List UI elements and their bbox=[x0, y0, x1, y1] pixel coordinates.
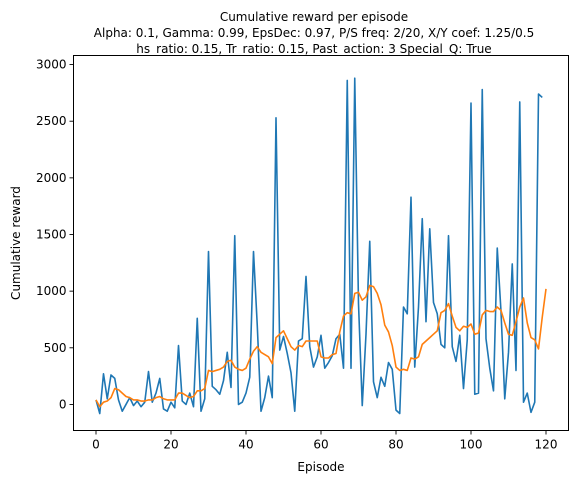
y-tick-label: 1500 bbox=[36, 228, 67, 242]
y-tick-label: 500 bbox=[44, 341, 67, 355]
y-tick-label: 3000 bbox=[36, 58, 67, 72]
series-layer bbox=[95, 77, 547, 415]
x-tick-label: 100 bbox=[460, 438, 483, 452]
chart-title-line2: Alpha: 0.1, Gamma: 0.99, EpsDec: 0.97, P… bbox=[94, 26, 534, 40]
y-tick-label: 1000 bbox=[36, 284, 67, 298]
x-tick-label: 120 bbox=[535, 438, 558, 452]
y-tick-label: 2000 bbox=[36, 171, 67, 185]
chart-title-line3: hs_ratio: 0.15, Tr_ratio: 0.15, Past_act… bbox=[136, 42, 491, 56]
x-tick-label: 80 bbox=[388, 438, 403, 452]
x-tick-label: 0 bbox=[92, 438, 100, 452]
y-tick-label: 0 bbox=[59, 397, 67, 411]
x-tick-label: 60 bbox=[313, 438, 328, 452]
y-tick-label: 2500 bbox=[36, 114, 67, 128]
plot-frame bbox=[73, 55, 569, 431]
axes-layer: 0 20 40 60 80 100 120 0 500 1000 1500 2000 2500 3000 bbox=[36, 58, 558, 452]
x-tick-label: 40 bbox=[238, 438, 253, 452]
chart-title-line1: Cumulative reward per episode bbox=[220, 10, 408, 24]
series-line-1 bbox=[95, 77, 543, 415]
series-line-2 bbox=[95, 284, 547, 408]
y-axis-label: Cumulative reward bbox=[9, 186, 23, 300]
x-axis-label: Episode bbox=[297, 460, 344, 474]
x-tick-label: 20 bbox=[163, 438, 178, 452]
